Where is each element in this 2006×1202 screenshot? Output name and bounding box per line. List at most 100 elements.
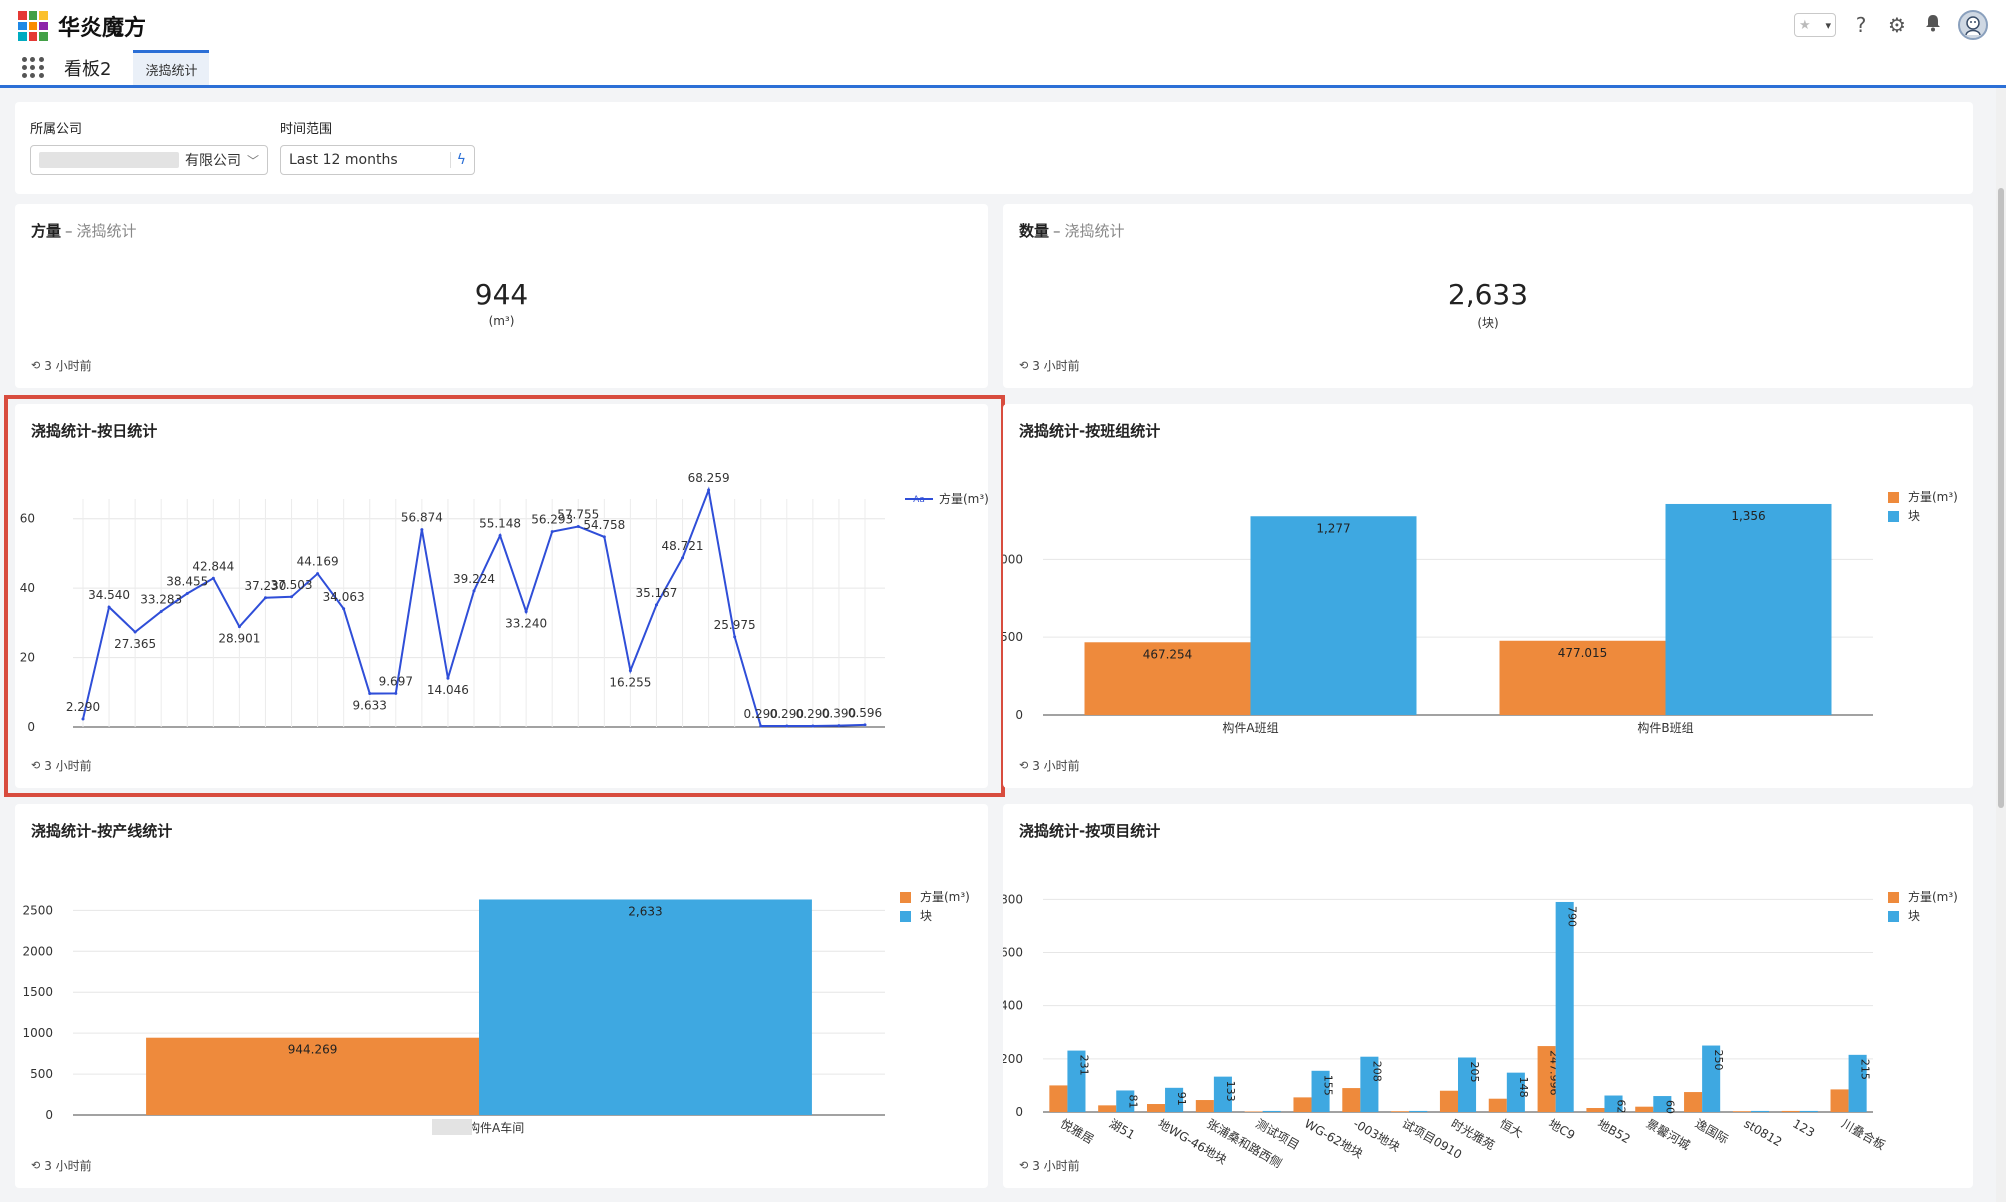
data-point bbox=[446, 676, 450, 680]
card-title: 浇捣统计-按产线统计 bbox=[31, 822, 173, 840]
legend-icon: Aa bbox=[913, 495, 925, 505]
bar bbox=[479, 899, 812, 1115]
card-title-main: 数量 bbox=[1019, 222, 1050, 240]
bar bbox=[1702, 1045, 1721, 1112]
bar bbox=[1439, 1090, 1458, 1112]
data-label: 56.293 bbox=[531, 513, 573, 527]
bar bbox=[1458, 1057, 1477, 1112]
history-icon: ⟲ bbox=[31, 359, 41, 372]
data-point bbox=[863, 723, 867, 727]
data-label: 56.874 bbox=[401, 511, 443, 525]
data-label: 57.755 bbox=[557, 508, 599, 522]
data-label: 477.015 bbox=[1558, 646, 1608, 660]
bar bbox=[1250, 516, 1417, 715]
data-label: 1,356 bbox=[1731, 509, 1765, 523]
favorite-button[interactable]: ★ ▾ bbox=[1794, 13, 1836, 37]
data-label: 0.596 bbox=[848, 706, 882, 720]
team-chart-card: 浇捣统计-按班组统计 0 500 1000 467.254 1,277 构件A班组 477.… bbox=[1003, 404, 1973, 788]
kpi-unit: (m³) bbox=[488, 314, 515, 328]
kpi-unit: (块) bbox=[1477, 316, 1499, 330]
history-icon: ⟲ bbox=[1019, 759, 1029, 772]
page-scrollbar[interactable] bbox=[1996, 88, 2006, 1202]
legend-swatch bbox=[1888, 511, 1899, 522]
legend-swatch bbox=[1888, 911, 1899, 922]
data-point bbox=[316, 572, 320, 576]
y-tick-label: 600 bbox=[1003, 945, 1023, 959]
bar bbox=[1409, 1110, 1428, 1112]
card-title-main: 方量 bbox=[31, 222, 62, 240]
bar bbox=[1750, 1110, 1770, 1112]
bar bbox=[1098, 1105, 1117, 1112]
time-filter: 时间范围 Last 12 months ϟ bbox=[280, 118, 475, 175]
data-label: 467.254 bbox=[1143, 647, 1193, 661]
data-point bbox=[837, 724, 841, 728]
bar bbox=[1830, 1089, 1849, 1112]
avatar[interactable] bbox=[1958, 10, 1988, 40]
data-point bbox=[550, 530, 554, 534]
data-point bbox=[394, 691, 398, 695]
legend-swatch bbox=[900, 892, 911, 903]
company-select[interactable]: 有限公司 ﹀ bbox=[30, 145, 268, 175]
data-label: 215 bbox=[1859, 1059, 1872, 1080]
time-select[interactable]: Last 12 months ϟ bbox=[280, 145, 475, 175]
help-icon[interactable]: ? bbox=[1855, 13, 1867, 37]
x-tick-label: 地B52 bbox=[1595, 1116, 1633, 1146]
bell-icon[interactable] bbox=[1922, 13, 1944, 37]
x-tick-label: st0812 bbox=[1741, 1116, 1784, 1149]
scrollbar-thumb[interactable] bbox=[1998, 188, 2004, 808]
data-label: 231 bbox=[1077, 1055, 1090, 1076]
y-tick-label: 200 bbox=[1003, 1052, 1023, 1066]
data-label: 0.390 bbox=[822, 707, 856, 721]
data-point bbox=[368, 692, 372, 696]
data-label: 148 bbox=[1517, 1077, 1530, 1098]
card-title: 方量 – 浇捣统计 bbox=[31, 222, 137, 240]
tab-pouring-stats[interactable]: 浇捣统计 bbox=[133, 50, 210, 85]
data-point bbox=[159, 609, 163, 613]
apps-grid-icon[interactable] bbox=[22, 56, 44, 79]
star-icon: ★ bbox=[1799, 17, 1811, 33]
card-title: 浇捣统计-按项目统计 bbox=[1019, 822, 1161, 840]
data-point bbox=[654, 603, 658, 607]
legend-swatch bbox=[1888, 892, 1899, 903]
app-logo[interactable]: 华炎魔方 bbox=[18, 10, 146, 42]
x-tick-label: 123 bbox=[1790, 1116, 1817, 1140]
y-tick-label: 0 bbox=[1015, 1105, 1023, 1119]
last-updated: ⟲ 3 小时前 bbox=[1019, 1157, 1080, 1174]
daily-chart-card: 浇捣统计-按日统计 0 20 40 60 2.290 34.540 27.365 33.283… bbox=[15, 404, 988, 788]
data-label: 2.290 bbox=[66, 700, 100, 714]
data-point bbox=[498, 534, 502, 538]
bar bbox=[1311, 1070, 1330, 1112]
y-tick-label: 800 bbox=[1003, 892, 1023, 906]
data-label: 9.697 bbox=[379, 674, 413, 688]
data-label: 62 bbox=[1615, 1100, 1628, 1114]
data-point bbox=[263, 596, 267, 600]
daily-line-chart: 0 20 40 60 2.290 34.540 27.365 33.283 38.455 42.8… bbox=[20, 471, 988, 734]
data-label: 155 bbox=[1322, 1075, 1335, 1096]
data-label: 39.224 bbox=[453, 572, 495, 586]
lightning-icon[interactable]: ϟ bbox=[449, 152, 466, 168]
bar bbox=[1635, 1106, 1654, 1112]
line-chart-card: 浇捣统计-按产线统计 0 500 1000 1500 2000 2500 944.269 2,… bbox=[15, 804, 988, 1188]
data-label: 91 bbox=[1175, 1092, 1188, 1106]
data-label: 34.063 bbox=[323, 590, 365, 604]
legend-label: 块 bbox=[920, 909, 932, 923]
data-point bbox=[237, 625, 241, 629]
data-label: 33.240 bbox=[505, 617, 547, 631]
data-label: 0.290 bbox=[744, 707, 778, 721]
company-select-value: 有限公司 bbox=[184, 153, 241, 169]
gear-icon[interactable]: ⚙ bbox=[1888, 13, 1906, 37]
bar bbox=[146, 1037, 479, 1115]
data-label: 16.255 bbox=[609, 676, 651, 690]
history-icon: ⟲ bbox=[1019, 359, 1029, 372]
legend-label: 块 bbox=[1908, 909, 1920, 923]
data-label: 944.269 bbox=[288, 1043, 338, 1057]
bar bbox=[1499, 640, 1666, 715]
board-name[interactable]: 看板2 bbox=[64, 58, 112, 80]
company-filter: 所属公司 有限公司 ﹀ bbox=[30, 118, 268, 175]
bar bbox=[1244, 1111, 1263, 1112]
kpi-value: 2,633 bbox=[1447, 278, 1529, 311]
data-point bbox=[290, 595, 294, 599]
data-label: 68.259 bbox=[688, 471, 730, 485]
y-tick-label: 40 bbox=[20, 581, 35, 595]
last-updated: ⟲ 3 小时前 bbox=[31, 1157, 92, 1174]
